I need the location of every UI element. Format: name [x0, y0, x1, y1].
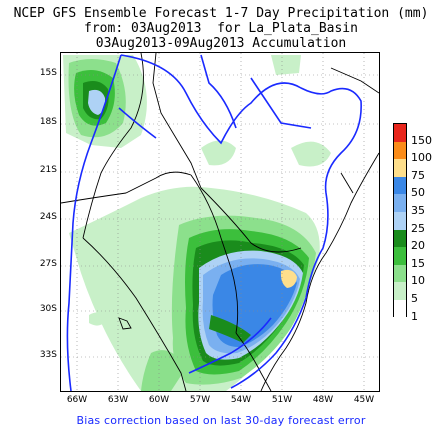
- legend-swatch-100: [394, 141, 406, 160]
- lon-label: 57W: [189, 395, 211, 405]
- lon-label: 54W: [230, 395, 252, 405]
- title-line-3: 03Aug2013-09Aug2013 Accumulation: [95, 36, 347, 51]
- legend-swatch-35: [394, 194, 406, 212]
- legend-swatch-20: [394, 229, 406, 248]
- legend-label-15: 15: [411, 256, 425, 270]
- legend-swatch-15: [394, 247, 406, 265]
- gridlines: [61, 53, 379, 391]
- precipitation-map: [60, 52, 380, 392]
- legend-label-5: 5: [411, 292, 418, 305]
- lon-label: 66W: [66, 395, 88, 405]
- legend-swatch-25: [394, 212, 406, 230]
- lon-label: 45W: [353, 395, 375, 405]
- country-borders: [61, 53, 379, 391]
- lon-label: 51W: [271, 395, 293, 405]
- lat-label: 24S: [39, 212, 57, 222]
- legend-swatch-5: [394, 282, 406, 300]
- legend-label-75: 75: [411, 168, 425, 182]
- precip-20mm-band: [209, 315, 251, 343]
- precip-75mm-area: [280, 269, 297, 288]
- legend-label-20: 20: [411, 239, 425, 253]
- lat-label: 15S: [39, 68, 57, 78]
- legend-swatch-150: [394, 124, 406, 142]
- lat-label: 27S: [39, 259, 57, 269]
- legend-label-25: 25: [411, 221, 425, 235]
- legend-swatch-10: [394, 264, 406, 283]
- legend-swatch-1: [394, 300, 406, 318]
- bias-correction-note: Bias correction based on last 30-day for…: [76, 414, 366, 427]
- lat-label: 30S: [39, 304, 57, 314]
- lat-label: 33S: [39, 350, 57, 360]
- title-line-1: NCEP GFS Ensemble Forecast 1-7 Day Preci…: [13, 6, 429, 21]
- lat-label: 18S: [39, 117, 57, 127]
- lon-label: 48W: [312, 395, 334, 405]
- legend-swatch-50: [394, 176, 406, 195]
- title-line-2: from: 03Aug2013 for La_Plata_Basin: [84, 21, 358, 36]
- lat-label: 21S: [39, 165, 57, 175]
- legend-label-35: 35: [411, 204, 425, 217]
- legend-swatch-75: [394, 159, 406, 177]
- lon-label: 63W: [107, 395, 129, 405]
- legend-label-10: 10: [411, 274, 425, 288]
- basin-boundary: [66, 54, 362, 391]
- legend-label-1: 1: [411, 309, 418, 323]
- lon-label: 60W: [148, 395, 170, 405]
- color-legend: [393, 123, 407, 318]
- legend-label-50: 50: [411, 186, 425, 200]
- legend-label-150: 150: [411, 133, 432, 147]
- legend-label-100: 100: [411, 151, 432, 165]
